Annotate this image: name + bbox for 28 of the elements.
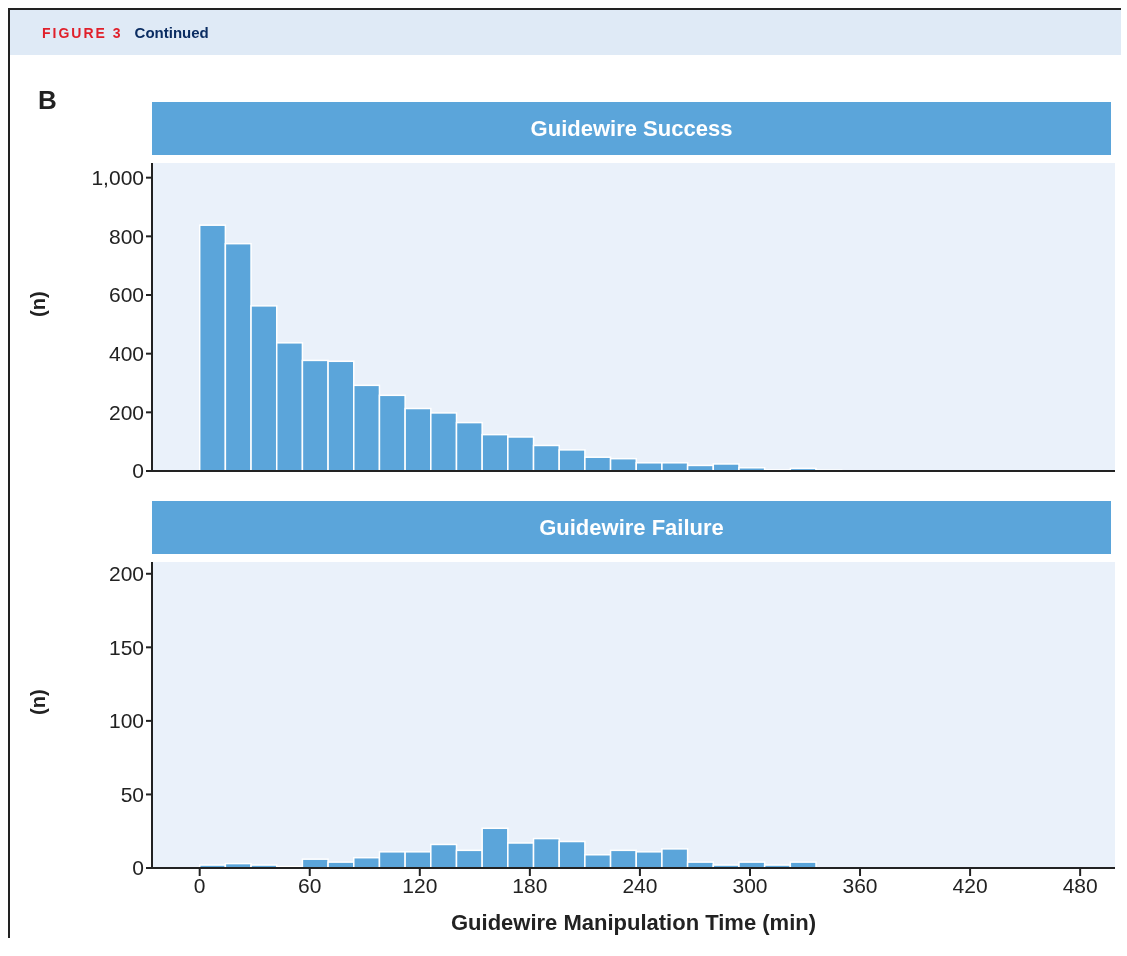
x-tick-label: 180 — [512, 873, 548, 897]
y-tick-label: 400 — [108, 342, 144, 366]
text: Continued — [134, 24, 209, 41]
chart-title: Guidewire Success — [152, 102, 1111, 155]
caption: FIGURE 3 — [42, 24, 123, 41]
y-tick-label: 0 — [132, 459, 144, 483]
x-tick-label: 60 — [298, 873, 322, 897]
y-axis-title: (n) — [27, 291, 50, 317]
y-tick-label: 0 — [132, 856, 144, 880]
x-axis-title: Guidewire Manipulation Time (min) — [450, 910, 817, 935]
x-tick-label: 360 — [842, 873, 878, 897]
y-tick-label: 600 — [108, 283, 144, 307]
x-tick-label: 0 — [193, 873, 206, 897]
x-tick-label: 300 — [732, 873, 768, 897]
x-tick-label: 480 — [1062, 873, 1098, 897]
chart-title: Guidewire Failure — [152, 501, 1111, 554]
y-tick-label: 200 — [108, 562, 144, 586]
y-tick-label: 1,000 — [91, 166, 144, 190]
y-tick-label: 800 — [108, 224, 144, 248]
x-tick-label: 240 — [622, 873, 658, 897]
x-tick-label: 120 — [402, 873, 438, 897]
y-tick-label: 150 — [108, 635, 144, 659]
y-tick-label: 200 — [108, 400, 144, 424]
y-axis-title: (n) — [27, 689, 50, 715]
y-tick-label: 100 — [108, 709, 144, 733]
text: B — [38, 85, 57, 116]
y-tick-label: 50 — [120, 782, 144, 806]
x-tick-label: 420 — [952, 873, 988, 897]
